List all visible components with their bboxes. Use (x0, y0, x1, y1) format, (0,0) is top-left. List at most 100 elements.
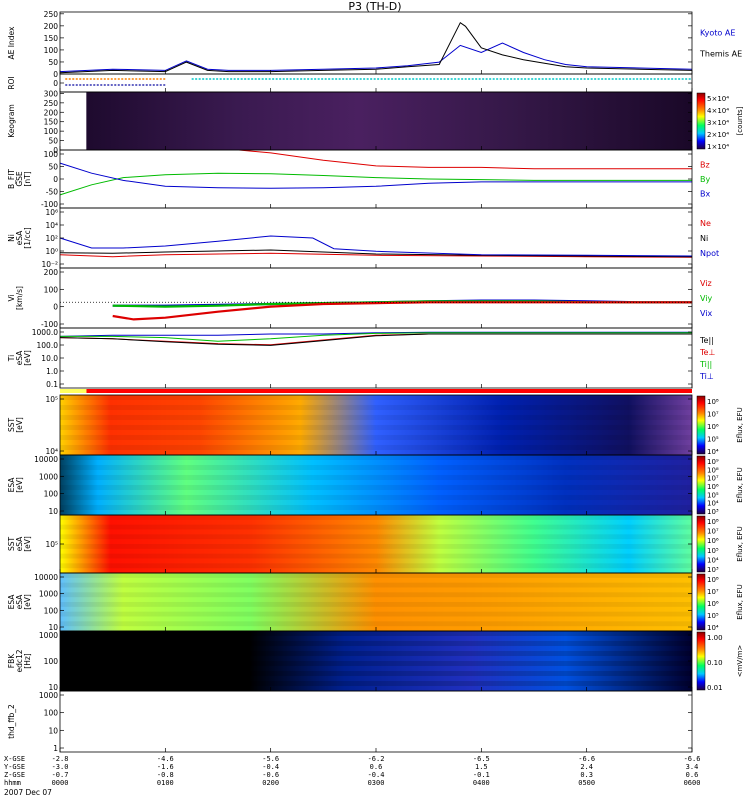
time-row-label: Y-GSE (4, 763, 25, 771)
vi-series-line (112, 301, 692, 321)
sst_e-colorbar-units: Eflux, EFU (736, 407, 744, 442)
fbk-ylabel: edc12 (15, 649, 24, 672)
ni-ytick-label: 10⁻² (41, 260, 58, 269)
ti-ytick-label: 0.1 (46, 380, 58, 389)
esa_e-band (60, 505, 692, 510)
ti-legend-entry: Te⊥ (699, 348, 715, 357)
bfit-frame (59, 149, 693, 209)
fbk-band (60, 641, 692, 646)
ni-ylabel: Ni (7, 234, 16, 242)
esa_e-ytick-label: 100 (44, 490, 59, 499)
esa_i-band (60, 611, 692, 617)
fbk-spectrogram (60, 631, 692, 691)
ti-legend-entry: Ti⊥ (699, 372, 714, 381)
time-row-value: 0400 (473, 779, 490, 787)
esa_e-band (60, 475, 692, 480)
keogram-ytick-label: 300 (44, 89, 59, 98)
time-row-value: -0.4 (368, 771, 385, 779)
vi-legend-entry: Vix (700, 309, 713, 318)
ti-legend-entry: Ti|| (699, 360, 712, 369)
ni-legend-entry: Ne (700, 219, 711, 228)
time-row-value: -6.6 (684, 755, 701, 763)
esa_i-ytick-label: 10000 (34, 573, 58, 582)
esa_e-ylabel: [eV] (15, 477, 24, 493)
fbk-ylabel: [Hz] (23, 653, 32, 669)
fbk-ytick-label: 100 (44, 657, 59, 666)
time-row-value: 0.6 (370, 763, 383, 771)
esa_e-ytick-label: 10000 (34, 455, 58, 464)
esa_e-ytick-label: 10 (48, 507, 58, 516)
ni-series-line (59, 252, 693, 258)
esa_i-colorbar-label: 10⁷ (707, 588, 719, 596)
time-row-value: -0.7 (52, 771, 69, 779)
sst_e-colorbar-label: 10⁷ (707, 411, 719, 419)
time-row-value: 0.3 (580, 771, 593, 779)
esa_i-ylabel: ESA (7, 594, 16, 610)
time-row-value: 0.6 (686, 771, 699, 779)
ae-ytick-label: 50 (48, 58, 58, 67)
sst_e-colorbar (696, 395, 706, 455)
ti-series-line (59, 333, 692, 346)
vi-legend-entry: Viy (700, 294, 713, 303)
bfit-ytick-label: -100 (41, 200, 58, 209)
fbk-band (60, 671, 692, 676)
time-row-value: -6.6 (578, 755, 595, 763)
bfit-ytick-label: 50 (48, 163, 58, 172)
ae-ylabel: AE Index (7, 26, 16, 59)
fbk-band (60, 651, 692, 656)
esa_i-spectrogram (60, 573, 692, 631)
ffb-ytick-label: 1 (53, 744, 58, 753)
ti-legend-entry: Te|| (699, 336, 714, 345)
sst_e-ytick-label: 10⁵ (45, 395, 58, 404)
ti-series-line (60, 332, 692, 342)
sst_i-band (60, 563, 692, 569)
ae-ytick-label: 150 (44, 34, 59, 43)
esa_e-colorbar-label: 10⁵ (707, 491, 719, 499)
time-row-value: -6.2 (368, 755, 385, 763)
esa_i-band (60, 592, 692, 598)
sst_i-band (60, 534, 692, 540)
sst_i-colorbar (696, 515, 706, 573)
keogram-colorbar-label: 1×10⁴ (707, 143, 729, 151)
sst_i-ylabel: [eV] (23, 536, 32, 552)
esa_e-colorbar-label: 10⁶ (707, 483, 719, 491)
vi-ytick-label: 0 (53, 303, 58, 312)
keogram-colorbar-units: [counts] (736, 106, 744, 135)
time-row-value: -0.6 (262, 771, 279, 779)
bfit-legend-entry: By (700, 175, 710, 184)
time-row-label: hhmm (4, 779, 21, 787)
esa_e-colorbar-label: 10⁴ (707, 500, 719, 508)
sst_i-colorbar-label: 10⁴ (707, 556, 719, 564)
keogram-colorbar-label: 4×10⁴ (707, 107, 729, 115)
bfit-ytick-label: -50 (46, 188, 58, 197)
esa_e-spectrogram (60, 455, 692, 515)
esa_i-colorbar-label: 10⁶ (707, 600, 719, 608)
vi-ytick-label: 200 (44, 268, 59, 277)
ti-ylabel: [eV] (23, 350, 32, 366)
bfit-ylabel: B_FIT (7, 169, 16, 189)
sst_e-colorbar-label: 10⁴ (707, 448, 719, 456)
vi-ytick-label: 100 (44, 285, 59, 294)
roi-ylabel: ROI (7, 76, 16, 89)
sst_e-band (60, 395, 692, 400)
sst_e-ytick-label: 10⁴ (45, 447, 58, 456)
fbk-ytick-label: 10 (48, 683, 58, 692)
ni-frame (59, 207, 693, 269)
sst_e-colorbar-label: 10⁶ (707, 423, 719, 431)
ti-ytick-label: 10.0 (41, 354, 58, 363)
esa_i-band (60, 602, 692, 607)
sst_e-band (60, 405, 692, 410)
fbk-band (60, 681, 692, 686)
ni-ytick-label: 10² (45, 234, 58, 243)
time-row-value: -4.6 (157, 755, 174, 763)
sst_i-colorbar-label: 10³ (707, 566, 719, 574)
ae-ytick-label: 250 (44, 10, 59, 19)
keogram-ytick-label: 50 (48, 137, 58, 146)
sst_e-spectrogram (60, 395, 692, 455)
ni-ylabel: eSA (15, 230, 24, 246)
ae-legend-entry: Kyoto AE (700, 29, 735, 38)
esa_e-colorbar-label: 10⁷ (707, 475, 719, 483)
sst_e-band (60, 425, 692, 430)
ti-ytick-label: 1.0 (46, 367, 58, 376)
